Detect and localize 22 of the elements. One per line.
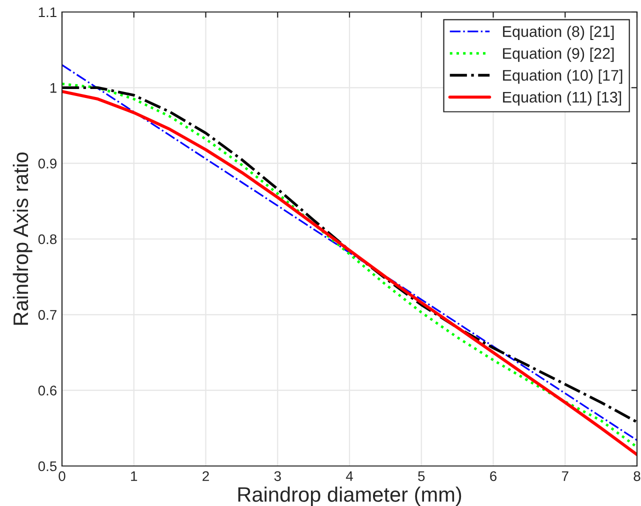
y-tick-label: 0.6 [38,386,57,396]
legend-label: Equation (8) [21] [503,26,614,40]
y-tick-label: 0.7 [38,310,56,320]
legend-label: Equation (9) [22] [503,48,614,62]
x-tick-label: 5 [418,471,425,482]
y-tick-label: 0.5 [38,461,57,472]
x-tick-label: 4 [346,471,353,481]
x-tick-label: 6 [490,471,496,482]
y-axis-title: Raindrop Axis ratio [12,152,32,325]
x-axis-title: Raindrop diameter (mm) [238,486,462,506]
x-tick-label: 1 [131,471,138,481]
y-tick-label: 1.1 [38,7,56,18]
y-tick-label: 1 [50,83,56,93]
x-tick-label: 3 [274,471,281,482]
legend-label: Equation (10) [17] [503,70,622,84]
x-tick-label: 0 [58,471,66,482]
legend-label: Equation (11) [13] [503,91,622,106]
y-tick-label: 0.8 [38,234,57,244]
x-tick-label: 8 [634,471,640,482]
x-tick-label: 7 [562,471,568,481]
y-tick-label: 0.9 [38,158,56,169]
x-tick-label: 2 [202,471,209,481]
